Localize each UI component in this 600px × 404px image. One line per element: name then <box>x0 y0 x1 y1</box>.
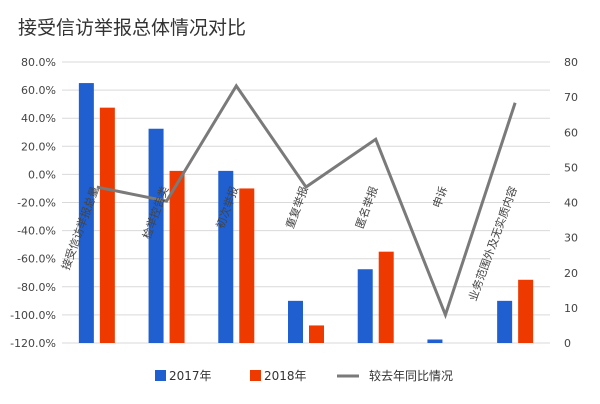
category-label: 重复举报 <box>283 184 311 230</box>
right-tick-label: 0 <box>564 337 571 350</box>
category-label: 申诉 <box>431 185 451 210</box>
legend-label: 较去年同比情况 <box>369 368 453 383</box>
left-tick-label: 20.0% <box>21 140 56 153</box>
legend-label: 2017年 <box>169 369 212 383</box>
left-tick-label: 0.0% <box>28 168 56 181</box>
right-tick-label: 20 <box>564 267 578 280</box>
line-series <box>96 83 517 320</box>
bar-2018年 <box>518 279 534 343</box>
category-label: 检举控告类 <box>139 184 171 240</box>
left-tick-label: -40.0% <box>17 225 56 238</box>
right-tick-label: 40 <box>564 197 578 210</box>
left-tick-label: -120.0% <box>10 337 56 350</box>
bar-2017年 <box>357 269 373 343</box>
legend-label: 2018年 <box>264 369 307 383</box>
bar-2018年 <box>169 170 185 343</box>
legend-swatch <box>155 370 166 381</box>
right-tick-label: 60 <box>564 126 578 139</box>
bar-2018年 <box>99 107 115 343</box>
right-tick-label: 10 <box>564 302 578 315</box>
bar-2018年 <box>309 325 324 343</box>
bar-2017年 <box>148 128 164 343</box>
left-tick-label: 60.0% <box>21 84 56 97</box>
bar-2017年 <box>288 300 303 343</box>
left-tick-label: -60.0% <box>17 253 56 266</box>
bar-2018年 <box>378 251 394 343</box>
bar-2017年 <box>427 339 443 343</box>
right-tick-label: 70 <box>564 91 578 104</box>
left-tick-label: 40.0% <box>21 112 56 125</box>
bar-2017年 <box>78 83 94 343</box>
category-label: 匿名举报 <box>352 184 380 230</box>
bar-2017年 <box>497 300 513 343</box>
bar-2017年 <box>218 170 234 343</box>
legend-swatch <box>250 370 261 381</box>
left-tick-label: -100.0% <box>10 309 56 322</box>
left-tick-label: -80.0% <box>17 281 56 294</box>
left-tick-label: -20.0% <box>17 197 56 210</box>
category-label: 初次举报 <box>213 184 241 230</box>
bar-2018年 <box>239 188 255 343</box>
right-tick-label: 50 <box>564 161 578 174</box>
right-tick-label: 30 <box>564 232 578 245</box>
chart-title: 接受信访举报总体情况对比 <box>18 17 246 39</box>
right-tick-label: 80 <box>564 56 578 69</box>
left-tick-label: 80.0% <box>21 56 56 69</box>
